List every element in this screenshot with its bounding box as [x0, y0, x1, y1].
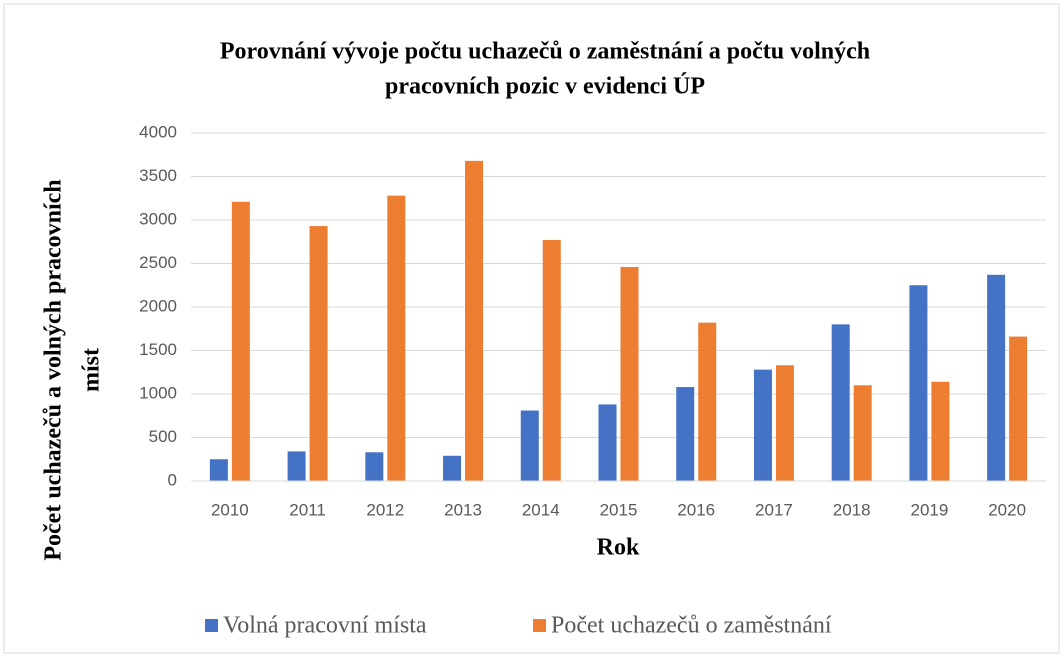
- bar: [231, 201, 250, 482]
- x-axis-label: Rok: [597, 535, 640, 561]
- chart-frame: [3, 3, 1060, 654]
- x-tick-label: 2018: [833, 500, 871, 519]
- x-tick-label: 2015: [600, 500, 638, 519]
- bar: [620, 266, 639, 481]
- x-tick-label: 2011: [289, 500, 326, 519]
- chart-title: pracovních pozic v evidenci ÚP: [385, 74, 705, 100]
- y-tick-label: 1500: [139, 340, 177, 359]
- y-axis-label: Počet uchazečů a volných pracovních míst: [41, 179, 105, 560]
- x-tick-label: 2013: [444, 500, 482, 519]
- y-axis-label-line: Počet uchazečů a volných pracovních: [41, 179, 67, 560]
- bar: [387, 195, 406, 481]
- bar: [831, 324, 850, 481]
- bar: [443, 455, 462, 481]
- bar: [465, 160, 484, 481]
- bar: [520, 410, 539, 481]
- y-tick-label: 3500: [139, 166, 177, 185]
- x-tick-label: 2014: [522, 500, 560, 519]
- bar: [753, 369, 772, 481]
- y-axis-label-line: míst: [79, 348, 105, 392]
- bar: [542, 240, 561, 481]
- x-tick-label: 2016: [677, 500, 715, 519]
- x-tick-label: 2019: [910, 500, 948, 519]
- bar: [775, 365, 794, 481]
- bar: [676, 387, 695, 481]
- bar: [598, 404, 617, 481]
- bar: [1009, 336, 1028, 481]
- y-tick-label: 3000: [139, 209, 177, 228]
- bar: [209, 459, 228, 481]
- y-tick-label: 0: [168, 470, 177, 489]
- bar: [309, 226, 328, 481]
- y-tick-label: 2500: [139, 253, 177, 272]
- y-tick-label: 4000: [139, 122, 177, 141]
- x-tick-label: 2010: [211, 500, 249, 519]
- bar: [287, 451, 306, 481]
- y-tick-label: 2000: [139, 296, 177, 315]
- x-tick-label: 2012: [366, 500, 404, 519]
- legend-swatch: [205, 619, 218, 632]
- y-tick-label: 1000: [139, 383, 177, 402]
- bar: [909, 285, 928, 481]
- bar: [931, 381, 950, 481]
- y-tick-label: 500: [149, 427, 177, 446]
- legend-label: Volná pracovní místa: [223, 613, 427, 639]
- x-tick-label: 2020: [988, 500, 1026, 519]
- bar: [987, 274, 1006, 481]
- legend-label: Počet uchazečů o zaměstnání: [551, 613, 832, 639]
- chart-title: Porovnání vývoje počtu uchazečů o zaměst…: [220, 39, 870, 65]
- bar: [698, 322, 717, 481]
- legend-swatch: [533, 619, 546, 632]
- bar: [365, 452, 384, 481]
- x-tick-label: 2017: [755, 500, 793, 519]
- bar: [853, 385, 872, 481]
